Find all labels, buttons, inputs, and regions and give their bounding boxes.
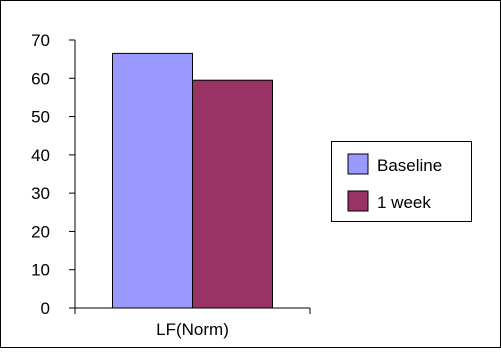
bar-baseline	[112, 52, 193, 309]
legend-swatch	[347, 153, 369, 175]
y-axis: 0 10 20 30 40 50 60 70	[31, 31, 76, 318]
legend-label: Baseline	[377, 156, 442, 175]
y-tick-label: 10	[31, 261, 50, 280]
y-tick-label: 20	[31, 222, 50, 241]
y-axis-ticks: 0 10 20 30 40 50 60 70	[31, 31, 75, 318]
bars-group	[112, 52, 273, 309]
y-tick-label: 70	[31, 31, 50, 50]
bar-1-week	[192, 79, 273, 309]
y-tick-label: 50	[31, 108, 50, 127]
legend: Baseline 1 week	[331, 141, 472, 222]
y-tick-label: 40	[31, 146, 50, 165]
legend-swatch	[347, 190, 369, 212]
legend-items: Baseline 1 week	[347, 153, 442, 212]
legend-label: 1 week	[377, 193, 431, 212]
x-category-label: LF(Norm)	[156, 320, 229, 339]
y-tick-label: 0	[41, 299, 50, 318]
y-tick-label: 30	[31, 184, 50, 203]
x-axis-labels: LF(Norm)	[74, 308, 311, 339]
x-axis: LF(Norm)	[74, 307, 311, 339]
y-tick-label: 60	[31, 69, 50, 88]
